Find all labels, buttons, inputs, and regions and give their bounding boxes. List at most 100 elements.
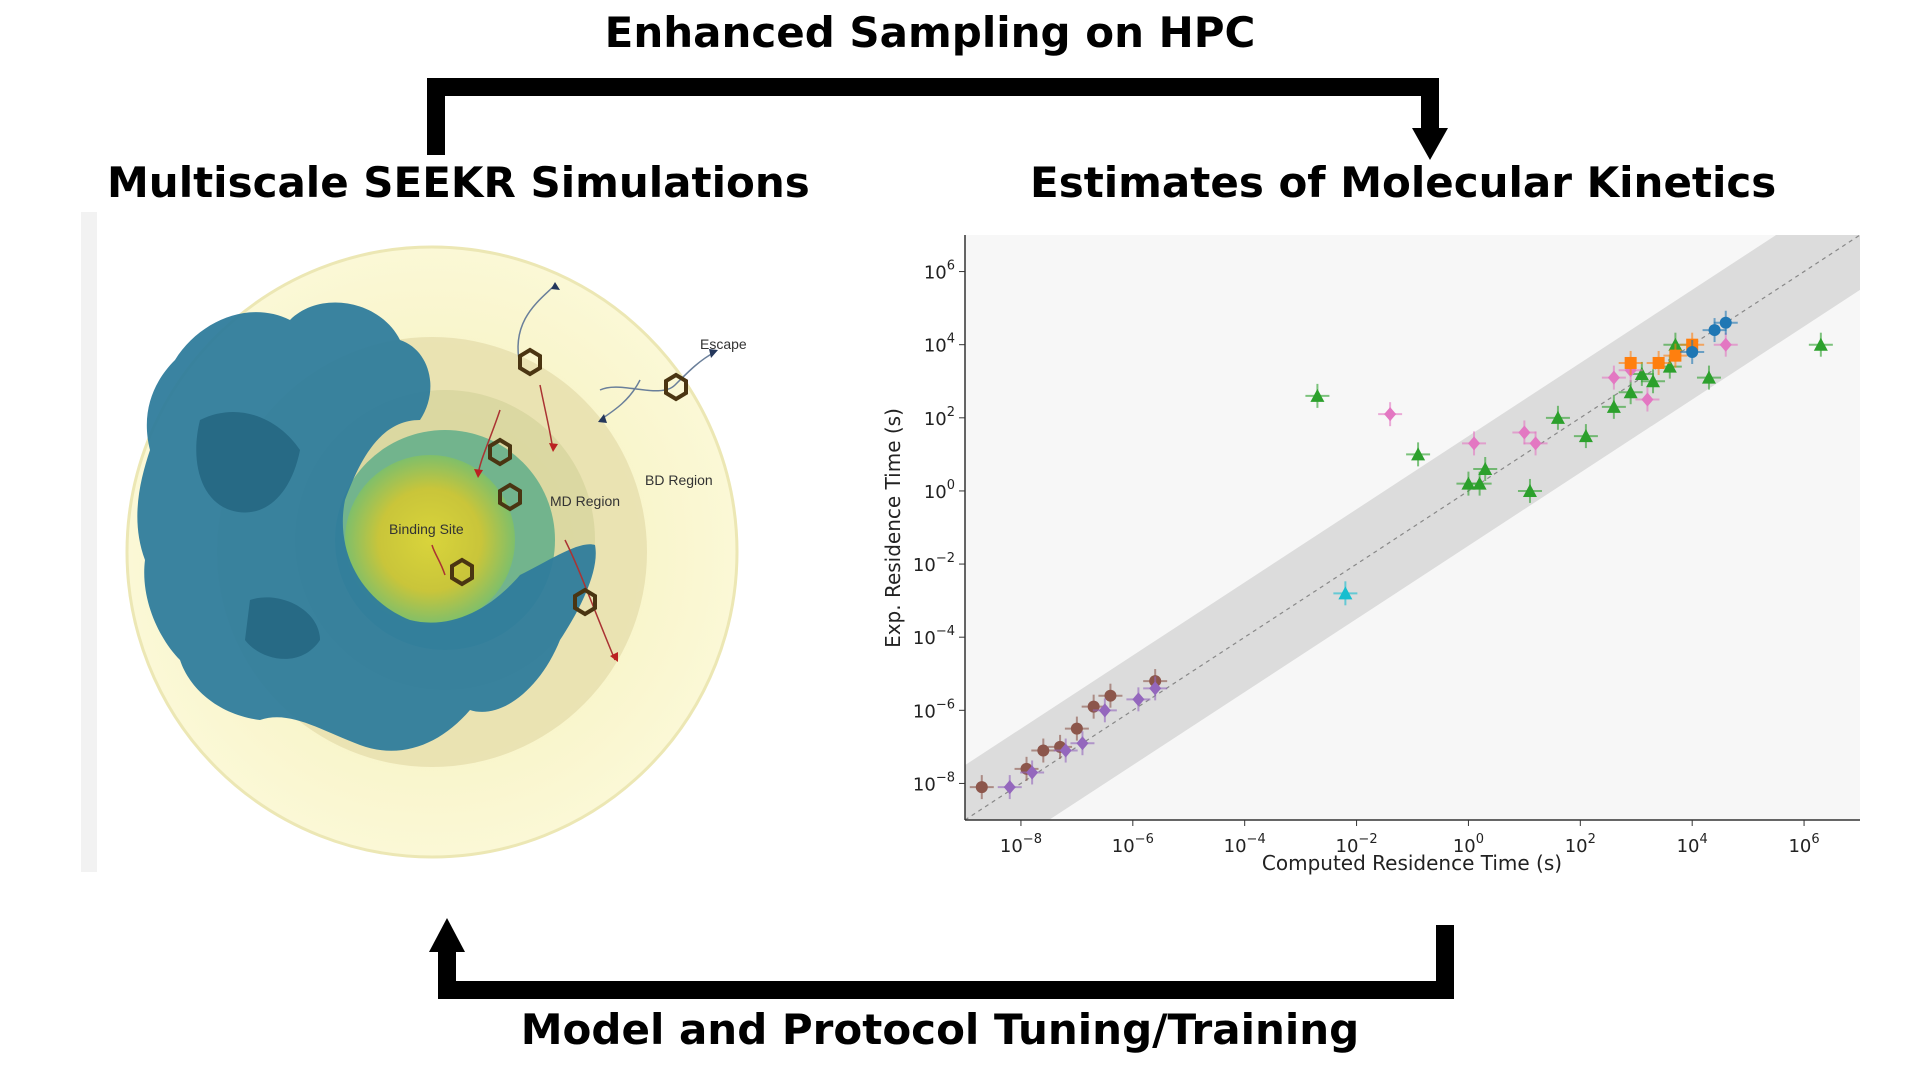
data-point [1680,340,1705,364]
x-tick-label: 106 [1788,832,1819,857]
data-point [1601,394,1626,419]
data-marker [1059,743,1072,758]
data-point [1070,731,1095,756]
left-panel-title: Multiscale SEEKR Simulations [107,158,810,207]
data-point [1696,365,1721,390]
data-marker [1076,736,1089,751]
trajectory-arrow-icon [551,282,560,290]
data-marker [1641,392,1654,407]
data-marker [1026,765,1039,780]
data-point [1601,365,1626,390]
data-marker [1669,349,1682,362]
x-ticks: 10−8 10−6 10−4 10−2 100 102 104 106 [1000,820,1820,857]
data-marker [1634,366,1649,380]
data-point [1523,431,1548,456]
data-marker [1478,462,1493,475]
ligand-icon [450,347,688,617]
x-tick-label: 10−8 [1000,832,1042,857]
y-axis-label: Exp. Residence Time (s) [881,408,905,648]
trajectory-arrow-icon [474,469,483,478]
x-tick-label: 10−4 [1224,832,1266,857]
trajectory-arrow-icon [709,349,718,358]
data-point [1545,405,1570,430]
data-marker [1003,780,1016,795]
right-panel-title: Estimates of Molecular Kinetics [1030,158,1777,207]
data-marker [1472,476,1487,490]
data-point [1573,424,1598,449]
md-region-label: MD Region [550,493,620,509]
top-title: Enhanced Sampling on HPC [604,8,1256,57]
y-tick-label: 10−8 [913,770,955,795]
x-axis-label: Computed Residence Time (s) [1262,851,1562,875]
trajectory-arrow-icon [610,652,618,662]
data-marker [1652,356,1665,369]
data-point [1517,478,1542,503]
data-point [1378,402,1403,427]
data-marker [975,781,988,794]
data-point [969,775,994,800]
data-point [1512,420,1537,445]
top-arrow [427,78,1439,155]
data-point [1305,383,1330,408]
trajectory-bs [431,544,446,576]
trajectory-escape-2 [599,351,716,392]
data-marker [1719,337,1732,352]
data-point [1713,332,1738,357]
data-marker [1686,346,1699,358]
data-point [1646,350,1671,375]
data-marker [1529,436,1542,451]
y-tick-label: 104 [924,332,955,357]
y-tick-label: 10−2 [913,551,955,576]
data-marker [1104,689,1117,702]
data-marker [1813,337,1828,351]
data-points [969,310,1833,800]
data-marker [1624,356,1637,369]
x-tick-label: 100 [1453,832,1484,857]
binding-site-label: Binding Site [389,521,464,537]
data-point [1713,310,1738,335]
data-point [1053,738,1078,763]
bottom-title: Model and Protocol Tuning/Training [520,1005,1360,1054]
trajectory-escape [517,284,556,366]
y-ticks: 10−8 10−6 10−4 10−2 100 102 104 106 [913,259,965,795]
data-point [1126,687,1151,712]
escape-label: Escape [700,336,747,352]
data-point [1618,380,1643,405]
data-marker [1550,410,1565,424]
data-marker [1719,316,1732,329]
bottom-arrowhead-icon [429,918,465,952]
y-tick-label: 106 [924,259,955,284]
y-tick-label: 10−6 [913,697,955,722]
data-marker [1607,370,1620,385]
y-tick-label: 10−4 [913,624,955,649]
data-marker [1310,388,1325,402]
data-marker [1468,436,1481,451]
data-marker [1578,429,1593,443]
data-point [1143,676,1168,701]
data-marker [1606,399,1621,413]
data-marker [1701,370,1716,384]
data-marker [1662,359,1677,373]
data-marker [1037,744,1050,757]
protein-surface-shade [196,411,320,659]
data-marker [1623,385,1638,399]
data-marker [1098,703,1111,718]
data-point [1808,332,1833,357]
data-point [1092,698,1117,723]
data-point [1333,581,1358,606]
data-point [1641,369,1666,394]
bottom-arrow [438,925,1454,999]
x-tick-label: 102 [1565,832,1596,857]
data-point [1031,738,1056,763]
data-marker [1708,324,1721,337]
data-point [1467,471,1492,496]
data-point [1635,387,1660,412]
data-marker [1338,586,1353,600]
data-point [1473,457,1498,481]
data-marker [1411,447,1426,461]
trajectory-arrow-icon [598,414,607,423]
data-marker [1384,407,1397,422]
data-marker [1646,374,1661,388]
